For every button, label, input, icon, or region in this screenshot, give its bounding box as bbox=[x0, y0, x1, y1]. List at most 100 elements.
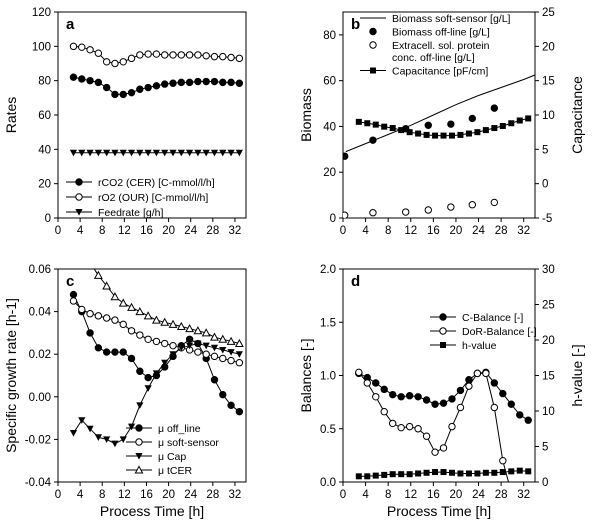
y-tick-label: 20 bbox=[38, 179, 51, 191]
series-4-point bbox=[127, 302, 136, 311]
series-3-point bbox=[194, 340, 202, 348]
series-1-point bbox=[414, 393, 422, 401]
series-1-point bbox=[210, 77, 219, 86]
series-1-point bbox=[177, 78, 186, 87]
series-2-point bbox=[78, 43, 86, 51]
legend: rCO2 (CER) [C-mmol/l/h] rO2 (OUR) [C-mmol… bbox=[66, 177, 215, 219]
series-2-point bbox=[210, 352, 219, 361]
series-1-point bbox=[227, 401, 235, 410]
series-1-point bbox=[185, 78, 194, 87]
series-2-point bbox=[210, 52, 219, 61]
series-1-point bbox=[219, 78, 227, 87]
y-tick-label: 1.5 bbox=[320, 317, 336, 329]
series-1-point bbox=[111, 348, 119, 356]
series-4-line bbox=[93, 269, 240, 344]
series-3-point bbox=[219, 149, 227, 157]
legend-label: rCO2 (CER) [C-mmol/l/h] bbox=[98, 177, 215, 189]
panel-letter: d bbox=[351, 273, 360, 290]
panel-a: 0 4 8 12 16 20 24 28 32 0 20 40 60 80 100 120 Rates a rCO2… bbox=[3, 7, 247, 237]
series-1-point bbox=[152, 82, 161, 90]
series-2-point bbox=[448, 422, 456, 431]
series-1-point bbox=[516, 411, 524, 419]
series-1-point bbox=[405, 392, 414, 400]
series-3-point bbox=[482, 469, 489, 476]
series-3-point bbox=[103, 149, 111, 157]
series-3-point bbox=[415, 470, 422, 477]
series-2-point bbox=[161, 339, 169, 348]
legend-marker bbox=[369, 41, 377, 49]
legend-label: Feedrate [g/h] bbox=[98, 207, 163, 219]
series-1-point bbox=[397, 393, 405, 401]
series-3-point bbox=[468, 201, 477, 209]
series-3-point bbox=[136, 402, 144, 409]
series-4-point bbox=[102, 281, 112, 290]
series-1-point bbox=[86, 329, 94, 337]
series-3-point bbox=[69, 149, 78, 157]
legend-marker bbox=[75, 209, 83, 216]
x-tick-label: 4 bbox=[362, 225, 369, 237]
series-2-point bbox=[136, 331, 144, 339]
legend-label: Biomass off-line [g/L] bbox=[392, 27, 490, 39]
panel-letter: c bbox=[66, 273, 74, 290]
legend-marker bbox=[135, 453, 143, 460]
x-tick-label: 20 bbox=[450, 225, 463, 237]
series-2-point bbox=[185, 51, 194, 59]
y-tick-label: 2.0 bbox=[320, 264, 336, 276]
series-3-point bbox=[202, 342, 210, 350]
series-3-point bbox=[457, 470, 464, 477]
series-1-point bbox=[136, 85, 144, 93]
x-tick-label: 0 bbox=[340, 489, 346, 501]
series-2-point bbox=[508, 489, 514, 495]
legend-marker bbox=[439, 327, 447, 335]
series-2-point bbox=[69, 42, 78, 51]
series-2-point bbox=[127, 327, 136, 335]
x-tick-label: 0 bbox=[55, 225, 61, 237]
series-4-point bbox=[440, 132, 447, 139]
series-2-point bbox=[161, 51, 169, 59]
series-1-point bbox=[94, 344, 103, 352]
y2-tick-label: -5 bbox=[542, 213, 552, 225]
series-4-point bbox=[415, 130, 422, 137]
series-4-point bbox=[423, 131, 430, 138]
series-2-point bbox=[355, 368, 363, 377]
series-1-point bbox=[119, 90, 127, 99]
plot-frame bbox=[57, 268, 247, 483]
series-3-point bbox=[194, 149, 202, 157]
x-tick-label: 28 bbox=[495, 225, 508, 237]
x-tick-label: 12 bbox=[404, 489, 417, 501]
series-4-point bbox=[93, 270, 103, 279]
y-tick-label: 80 bbox=[38, 76, 51, 88]
series-1-point bbox=[210, 376, 219, 384]
x-tick-label: 20 bbox=[162, 225, 175, 237]
series-3-point bbox=[499, 469, 506, 476]
x-tick-label: 16 bbox=[427, 225, 440, 237]
x-tick-label: 4 bbox=[362, 489, 369, 501]
series-3-point bbox=[186, 149, 194, 157]
series-3-point bbox=[355, 473, 362, 480]
series-1-point bbox=[185, 335, 194, 343]
y2-tick-label: 5 bbox=[542, 144, 548, 156]
legend-label: C-Balance [-] bbox=[462, 312, 523, 324]
series-4-point bbox=[118, 298, 128, 307]
series-1-point bbox=[94, 78, 103, 87]
series-3-point bbox=[169, 149, 177, 157]
series-1-point bbox=[69, 73, 78, 81]
series-3-point bbox=[152, 370, 161, 377]
y-tick-label: 1.0 bbox=[320, 371, 336, 383]
x-tick-label: 32 bbox=[229, 225, 242, 237]
series-4-point bbox=[234, 338, 244, 348]
x-tick-label: 28 bbox=[495, 489, 508, 501]
series-3-point bbox=[161, 149, 169, 157]
x-tick-label: 8 bbox=[385, 489, 391, 501]
legend-label: h-value bbox=[462, 340, 497, 352]
series-2-point bbox=[152, 337, 161, 346]
series-3-point bbox=[369, 209, 377, 217]
series-3-point bbox=[144, 149, 152, 157]
series-1-point bbox=[111, 90, 119, 99]
series-3-point bbox=[186, 342, 194, 350]
series-2-point bbox=[144, 50, 152, 58]
panel-c: 0 4 8 12 16 20 24 28 32 -0.04 -0.02 0.00 0.02 0.04 0.0… bbox=[3, 264, 247, 519]
y-axis-label: Balances [-] bbox=[298, 339, 314, 413]
series-4-point bbox=[364, 120, 371, 127]
series-2-point bbox=[119, 320, 127, 329]
